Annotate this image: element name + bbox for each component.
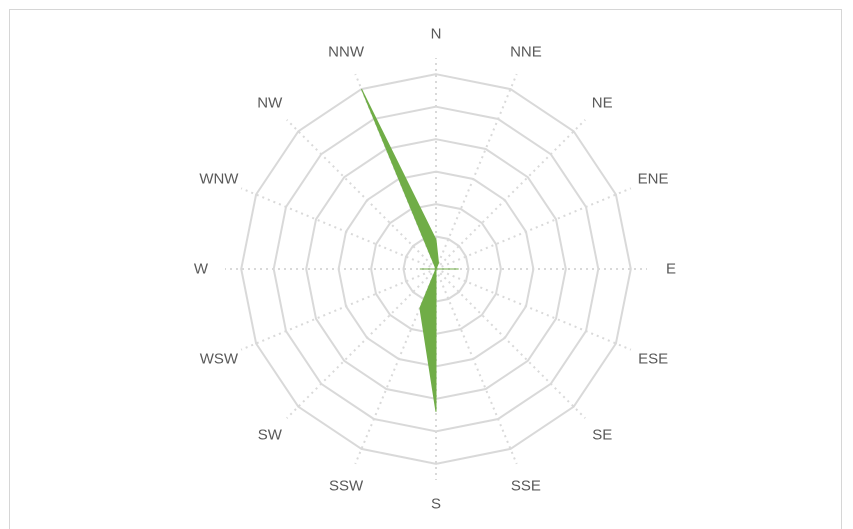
series-area-1	[361, 88, 459, 412]
spoke-wsw	[240, 268, 437, 351]
direction-label-e: E	[666, 261, 676, 278]
direction-label-s: S	[431, 496, 441, 513]
spoke-sw	[286, 268, 437, 419]
spoke-ssw	[354, 268, 437, 465]
series-area-layer	[361, 88, 459, 412]
direction-label-wsw: WSW	[200, 350, 239, 367]
direction-label-w: W	[194, 261, 209, 278]
direction-label-ne: NE	[592, 94, 613, 111]
direction-labels: N NNE NE ENE E ESE SE SSE S SSW SW WSW W WNW NW NNW	[194, 26, 676, 513]
direction-label-nnw: NNW	[328, 43, 365, 60]
spoke-nw	[286, 119, 437, 270]
direction-label-sw: SW	[258, 427, 283, 444]
direction-label-ese: ESE	[638, 350, 668, 367]
direction-label-sse: SSE	[511, 478, 541, 495]
spoke-ne	[435, 119, 586, 270]
spoke-ese	[435, 268, 632, 351]
direction-label-ene: ENE	[638, 171, 669, 188]
spoke-wnw	[240, 187, 437, 270]
direction-label-wnw: WNW	[199, 171, 239, 188]
spoke-ene	[435, 187, 632, 270]
direction-label-nne: NNE	[510, 43, 542, 60]
spoke-se	[435, 268, 586, 419]
direction-label-nw: NW	[257, 94, 283, 111]
direction-label-ssw: SSW	[329, 478, 364, 495]
direction-label-n: N	[431, 26, 442, 43]
spoke-sse	[435, 268, 518, 465]
grid-spokes	[225, 58, 647, 480]
direction-label-se: SE	[592, 427, 612, 444]
spoke-nne	[435, 73, 518, 270]
grid-ring-6	[240, 73, 632, 465]
